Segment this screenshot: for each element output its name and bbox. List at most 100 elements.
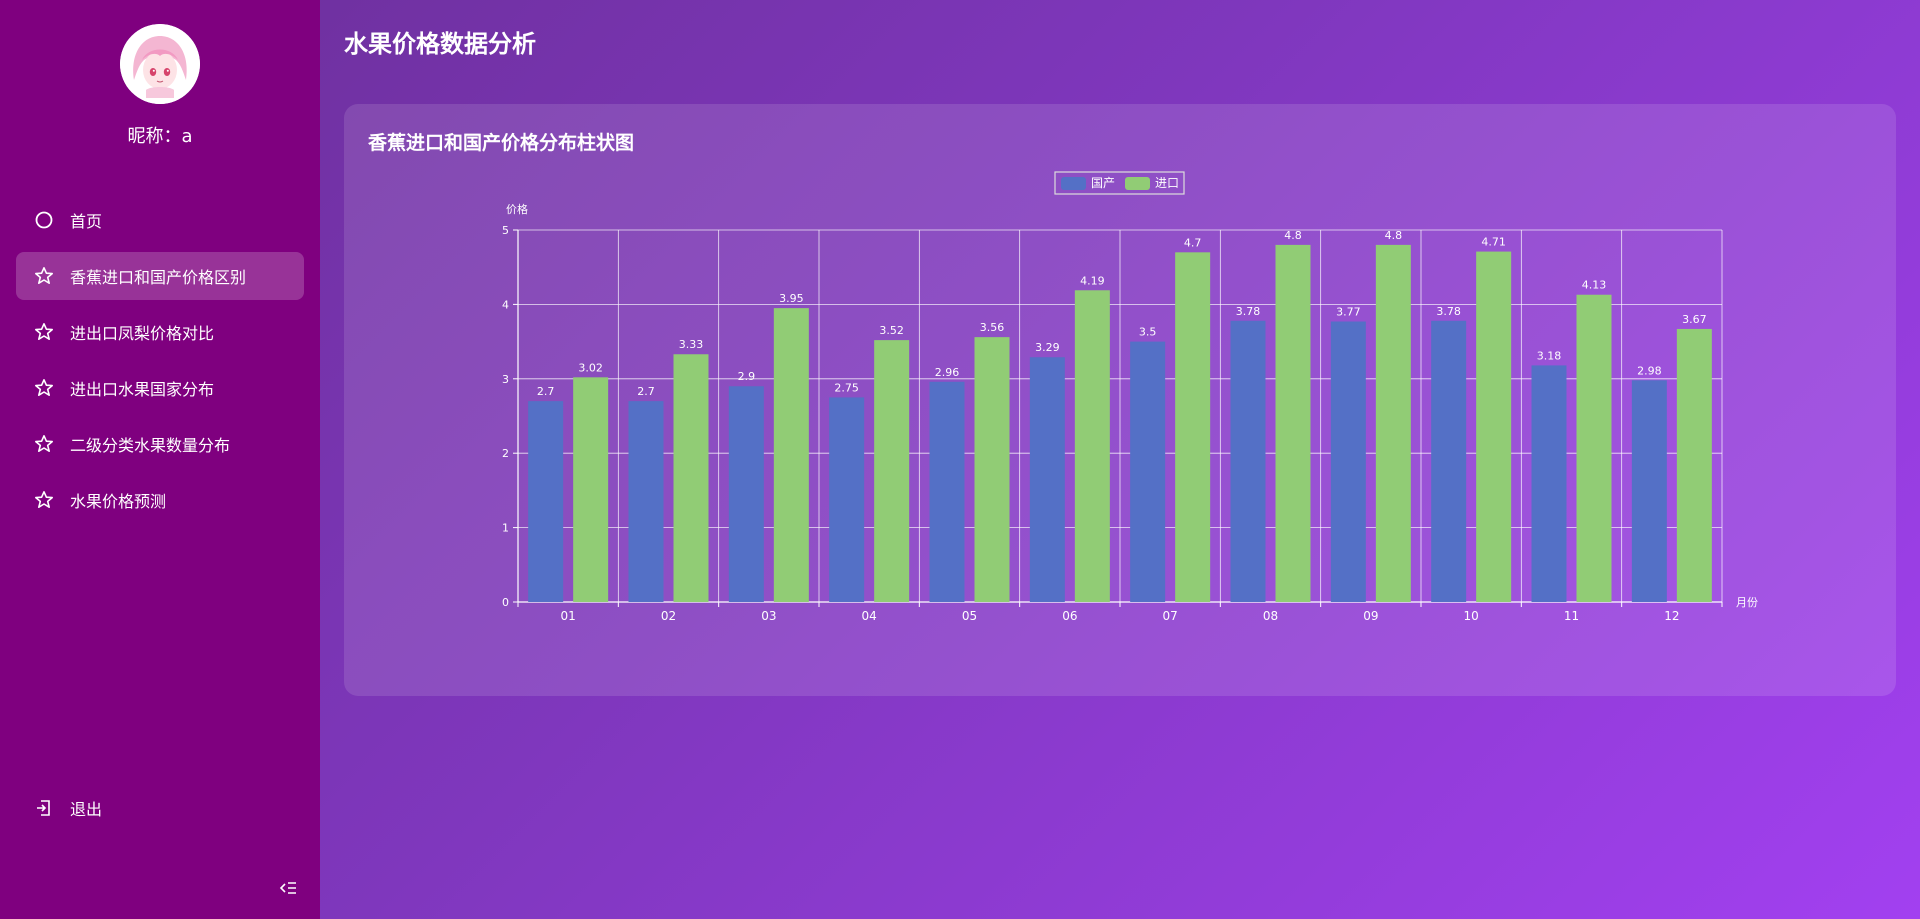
x-tick-label: 02 xyxy=(661,609,676,623)
bar-data-label: 3.02 xyxy=(578,361,603,374)
bar-imported xyxy=(874,340,910,602)
bar-imported xyxy=(1375,244,1411,602)
bar-imported xyxy=(974,337,1010,602)
sidebar-item-label: 进出口水果国家分布 xyxy=(70,380,215,399)
bar-domestic xyxy=(929,381,965,602)
sidebar-item-home[interactable]: 首页 xyxy=(16,196,304,244)
user-avatar[interactable] xyxy=(120,24,200,104)
y-tick-label: 0 xyxy=(502,596,509,609)
x-tick-label: 08 xyxy=(1263,609,1278,623)
sidebar-collapse-icon[interactable] xyxy=(276,876,300,900)
bar-data-label: 2.7 xyxy=(637,385,655,398)
bar-domestic xyxy=(1230,320,1266,602)
sidebar-item-category-count[interactable]: 二级分类水果数量分布 xyxy=(16,420,304,468)
bar-imported xyxy=(573,377,609,602)
bar-data-label: 3.77 xyxy=(1336,306,1361,319)
bar-data-label: 3.18 xyxy=(1537,349,1562,362)
chart-card-title: 香蕉进口和国产价格分布柱状图 xyxy=(368,132,635,154)
bar-data-label: 2.98 xyxy=(1637,364,1662,377)
sidebar-item-banana-price[interactable]: 香蕉进口和国产价格区别 xyxy=(16,252,304,300)
sidebar-nav: 首页 香蕉进口和国产价格区别 进出口凤梨价格对比 进出口水果国家分布 二级分类水… xyxy=(16,196,304,532)
bar-data-label: 2.7 xyxy=(537,385,555,398)
logout-label: 退出 xyxy=(70,800,103,819)
sidebar-item-price-forecast[interactable]: 水果价格预测 xyxy=(16,476,304,524)
y-tick-label: 1 xyxy=(502,522,509,535)
bar-data-label: 4.13 xyxy=(1582,279,1607,292)
page-title: 水果价格数据分析 xyxy=(344,30,536,58)
bar-data-label: 2.96 xyxy=(935,366,960,379)
x-tick-label: 12 xyxy=(1664,609,1679,623)
sidebar-item-pineapple-price[interactable]: 进出口凤梨价格对比 xyxy=(16,308,304,356)
avatar-illustration-icon xyxy=(120,24,200,104)
user-nickname: 昵称：a xyxy=(127,126,193,147)
bar-imported xyxy=(1676,328,1712,602)
y-axis-label: 价格 xyxy=(506,202,528,216)
bar-domestic xyxy=(1130,341,1166,602)
y-tick-label: 3 xyxy=(502,373,509,386)
bar-data-label: 4.7 xyxy=(1184,236,1202,249)
bar-chart: 012345价格月份012.73.02022.73.33032.93.95042… xyxy=(502,171,1758,623)
bar-data-label: 4.71 xyxy=(1481,236,1506,249)
circle-icon xyxy=(34,210,54,230)
bar-data-label: 3.78 xyxy=(1436,305,1461,318)
legend-label: 进口 xyxy=(1155,176,1179,190)
bar-imported xyxy=(673,354,709,602)
x-axis-label: 月份 xyxy=(1736,596,1758,609)
star-icon xyxy=(34,378,54,398)
bar-data-label: 3.29 xyxy=(1035,341,1060,354)
bar-data-label: 3.95 xyxy=(779,292,804,305)
bar-data-label: 4.8 xyxy=(1284,229,1302,242)
bar-data-label: 4.8 xyxy=(1385,229,1403,242)
x-tick-label: 05 xyxy=(962,609,977,623)
x-tick-label: 11 xyxy=(1564,609,1579,623)
bar-data-label: 3.33 xyxy=(679,338,704,351)
chart-card: 香蕉进口和国产价格分布柱状图 0 1 2 3 4 5 价格 月份 01 2.7 3.02 02 2.7 3… xyxy=(344,104,1896,696)
star-icon xyxy=(34,434,54,454)
bar-imported xyxy=(1275,244,1311,602)
star-icon xyxy=(34,322,54,342)
bar-domestic xyxy=(728,386,764,602)
bar-data-label: 3.56 xyxy=(980,321,1005,334)
bar-imported xyxy=(1074,290,1110,602)
legend-label: 国产 xyxy=(1091,176,1115,190)
star-icon xyxy=(34,266,54,286)
x-tick-label: 10 xyxy=(1464,609,1479,623)
bar-domestic xyxy=(1631,380,1667,602)
y-tick-label: 4 xyxy=(502,298,509,311)
bar-data-label: 3.67 xyxy=(1682,313,1707,326)
legend-swatch xyxy=(1125,177,1150,190)
bar-domestic xyxy=(1431,320,1467,602)
bar-data-label: 2.9 xyxy=(738,370,756,383)
sidebar-item-label: 首页 xyxy=(70,212,103,231)
bar-imported xyxy=(773,308,809,602)
bar-imported xyxy=(1576,294,1612,602)
x-tick-label: 04 xyxy=(862,609,877,623)
sidebar: 昵称：a 首页 香蕉进口和国产价格区别 进出口凤梨价格对比 进出口水果国家分布 xyxy=(0,0,320,919)
bar-domestic xyxy=(1029,357,1065,602)
logout-icon xyxy=(34,798,54,818)
y-tick-label: 2 xyxy=(502,447,509,460)
sidebar-item-country-distribution[interactable]: 进出口水果国家分布 xyxy=(16,364,304,412)
star-icon xyxy=(34,490,54,510)
bar-domestic xyxy=(829,397,865,602)
bar-domestic xyxy=(1330,321,1366,602)
legend-box xyxy=(1054,171,1185,195)
bar-data-label: 2.75 xyxy=(834,381,859,394)
x-tick-label: 09 xyxy=(1363,609,1378,623)
sidebar-item-label: 香蕉进口和国产价格区别 xyxy=(70,268,247,287)
x-tick-label: 01 xyxy=(561,609,576,623)
sidebar-item-label: 水果价格预测 xyxy=(70,492,167,511)
sidebar-item-label: 二级分类水果数量分布 xyxy=(70,436,231,455)
logout-button[interactable]: 退出 xyxy=(16,784,304,832)
sidebar-item-label: 进出口凤梨价格对比 xyxy=(70,324,215,343)
bar-data-label: 3.52 xyxy=(879,324,904,337)
bar-domestic xyxy=(528,401,564,602)
bar-data-label: 3.78 xyxy=(1236,305,1261,318)
bar-imported xyxy=(1175,252,1211,602)
bar-domestic xyxy=(628,401,664,602)
legend-swatch xyxy=(1061,177,1086,190)
x-tick-label: 06 xyxy=(1062,609,1077,623)
bar-data-label: 4.19 xyxy=(1080,274,1105,287)
bar-data-label: 3.5 xyxy=(1139,326,1157,339)
bar-imported xyxy=(1476,251,1512,603)
